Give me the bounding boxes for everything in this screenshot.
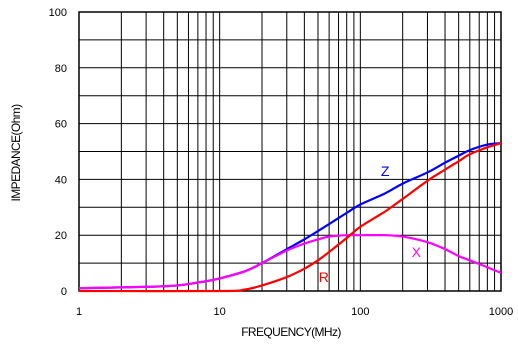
series-labels: Z R X [319,163,422,285]
x-tick-label: 10 [214,306,226,318]
x-tick-label: 100 [351,306,369,318]
series-label-z: Z [381,163,390,179]
y-tick-label: 100 [49,7,67,19]
plot-frame [78,11,502,292]
series-label-r: R [319,269,329,285]
series-line-x [78,233,502,290]
x-axis-title: FREQUENCY(MHz) [241,325,341,339]
series-line-z [78,142,502,290]
x-tick-label: 1 [76,306,82,318]
y-tick-label: 40 [55,174,67,186]
series-line-r [78,142,502,293]
x-tick-label: 1000 [489,306,513,318]
y-tick-label: 20 [55,230,67,242]
y-tick-label: 0 [61,286,67,298]
series-lines [78,142,502,293]
y-tick-label: 60 [55,119,67,131]
tick-labels: 1 10 100 1000 0 20 40 60 80 100 [49,7,514,318]
series-label-x: X [412,244,422,260]
grid [79,12,501,291]
y-axis-title: IMPEDANCE(Ohm) [9,104,23,202]
y-tick-label: 80 [55,63,67,75]
